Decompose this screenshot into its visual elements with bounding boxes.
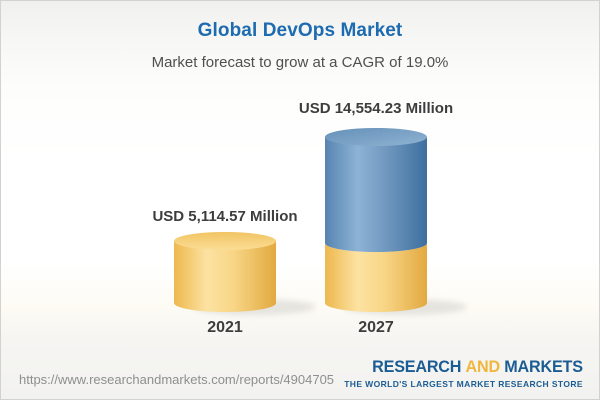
bar-2021-body [174,241,276,312]
value-label-2021: USD 5,114.57 Million [152,208,298,225]
value-label-2027: USD 14,554.23 Million [298,100,454,117]
research-and-markets-logo: RESEARCH AND MARKETS THE WORLD'S LARGEST… [344,357,583,389]
category-label-2021: 2021 [207,319,243,336]
bar-2027-growth-segment [325,137,427,252]
chart-header: Global DevOps Market Market forecast to … [1,1,599,71]
bar-2027-base-segment [325,243,427,312]
logo-word-research: RESEARCH [372,357,462,376]
category-label-2027: 2027 [358,319,394,336]
report-url: https://www.researchandmarkets.com/repor… [19,372,335,387]
logo-word-and: AND [465,357,501,376]
logo-tagline: THE WORLD'S LARGEST MARKET RESEARCH STOR… [344,379,583,389]
page-title: Global DevOps Market [197,20,403,41]
page-subtitle: Market forecast to grow at a CAGR of 19.… [151,54,449,71]
bar-2027-cap [325,128,427,146]
bar-2021-cap [174,232,276,250]
logo-wordmark: RESEARCH AND MARKETS [356,357,583,377]
logo-word-markets: MARKETS [504,357,583,376]
bar-2027 [325,128,467,315]
bar-2021 [174,232,316,315]
